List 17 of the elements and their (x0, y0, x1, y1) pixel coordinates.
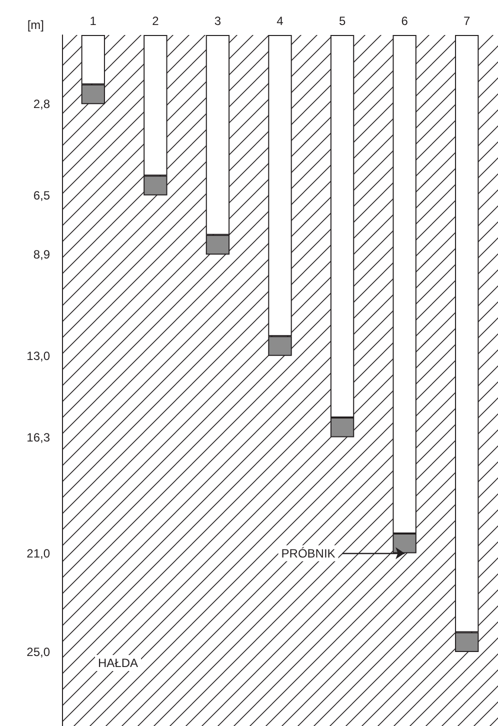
x-tick-label: 1 (90, 14, 97, 28)
annotation: HAŁDA (98, 656, 138, 670)
x-tick-label: 4 (276, 14, 284, 28)
y-axis-title: [m] (27, 18, 44, 32)
x-tick-label: 6 (401, 14, 408, 28)
y-tick-label: 21,0 (26, 546, 50, 560)
y-tick-label: 13,0 (26, 348, 50, 363)
x-tick-label: 2 (152, 14, 160, 28)
y-tick-label: 2,8 (33, 97, 50, 112)
y-tick-label: 16,3 (26, 430, 50, 444)
y-tick-label: 6,5 (33, 188, 50, 202)
x-tick-label: 5 (338, 14, 346, 28)
y-tick-label: 8,9 (33, 248, 50, 262)
x-tick-label: 7 (464, 14, 471, 28)
x-tick-label: 3 (214, 14, 222, 28)
annotation: PRÓBNIK (281, 546, 336, 560)
y-tick-label: 25,0 (26, 644, 50, 659)
